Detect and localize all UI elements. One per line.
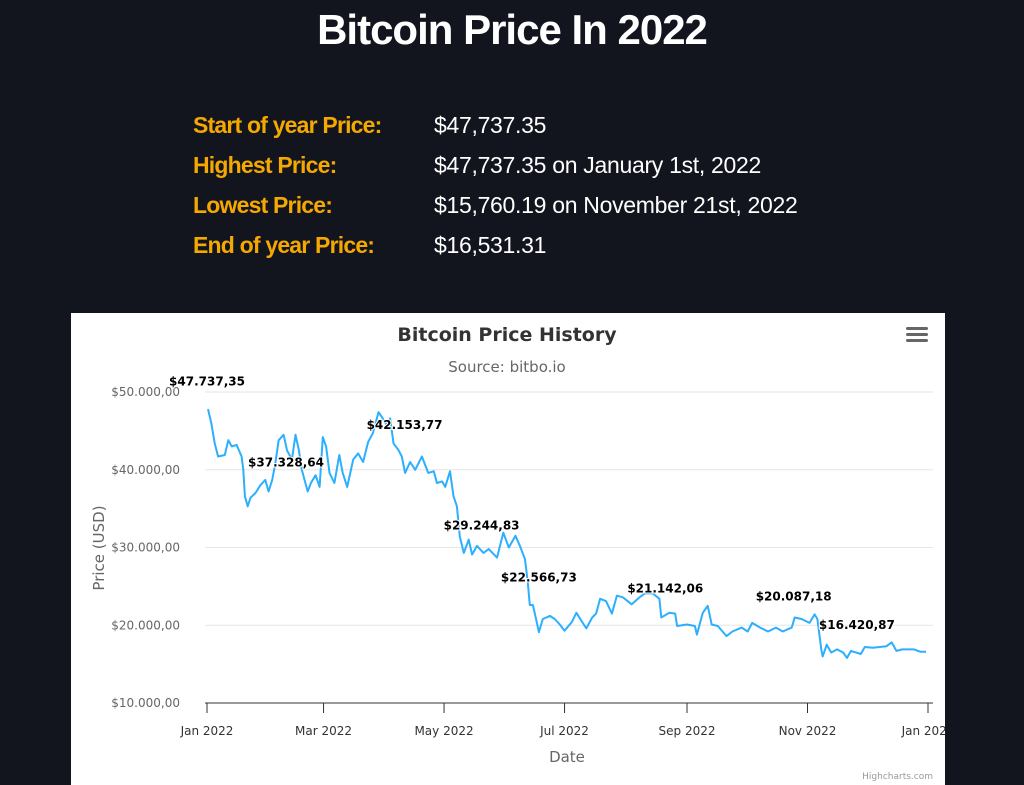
hamburger-icon [906, 327, 928, 330]
data-label: $42.153,77 [367, 418, 443, 432]
stat-label: Start of year Price: [193, 112, 382, 138]
y-tick-label: $30.000,00 [111, 541, 180, 555]
stat-start: Start of year Price: $47,737.35 [193, 112, 893, 152]
stat-lowest: Lowest Price: $15,760.19 on November 21st… [193, 192, 893, 232]
stat-value: $47,737.35 on January 1st, 2022 [434, 152, 762, 178]
y-tick-label: $50.000,00 [111, 385, 180, 399]
chart-menu-button[interactable] [906, 327, 928, 345]
x-tick-label: Mar 2022 [295, 724, 352, 738]
x-tick-label: May 2022 [414, 724, 473, 738]
x-tick-label: Jan 2022 [180, 724, 234, 738]
stat-value: $16,531.31 [434, 232, 547, 258]
chart-title: Bitcoin Price History [397, 324, 617, 346]
data-label: $47.737,35 [169, 375, 245, 389]
stat-label: End of year Price: [193, 232, 375, 258]
stat-value: $15,760.19 on November 21st, 2022 [434, 192, 798, 218]
chart-subtitle: Source: bitbo.io [448, 358, 565, 376]
x-tick-label: Sep 2022 [659, 724, 716, 738]
chart-card: Bitcoin Price History Source: bitbo.io D… [71, 313, 945, 785]
price-stats: Start of year Price: $47,737.35 Highest P… [193, 112, 893, 272]
x-tick-label: Nov 2022 [779, 724, 837, 738]
y-tick-label: $20.000,00 [111, 618, 180, 632]
x-axis-title: Date [549, 748, 585, 766]
stat-label: Lowest Price: [193, 192, 333, 218]
y-tick-label: $10.000,00 [111, 696, 180, 710]
stat-value: $47,737.35 [434, 112, 547, 138]
page-title: Bitcoin Price In 2022 [317, 6, 708, 53]
price-chart: Bitcoin Price History Source: bitbo.io D… [90, 324, 945, 782]
y-axis-title: Price (USD) [90, 505, 108, 590]
data-label: $20.087,18 [756, 590, 832, 604]
x-tick-label: Jul 2022 [539, 724, 589, 738]
data-label: $21.142,06 [627, 581, 703, 595]
data-label: $16.420,87 [819, 618, 895, 632]
stat-label: Highest Price: [193, 152, 337, 178]
data-label: $22.566,73 [501, 570, 577, 584]
data-label: $37.328,64 [248, 456, 324, 470]
x-tick-label: Jan 2023 [901, 724, 945, 738]
stat-highest: Highest Price: $47,737.35 on January 1st,… [193, 152, 893, 192]
price-series-line [207, 408, 926, 659]
data-label: $29.244,83 [444, 518, 520, 532]
y-tick-label: $40.000,00 [111, 463, 180, 477]
credits[interactable]: Highcharts.com [862, 772, 933, 782]
stat-end: End of year Price: $16,531.31 [193, 232, 893, 272]
